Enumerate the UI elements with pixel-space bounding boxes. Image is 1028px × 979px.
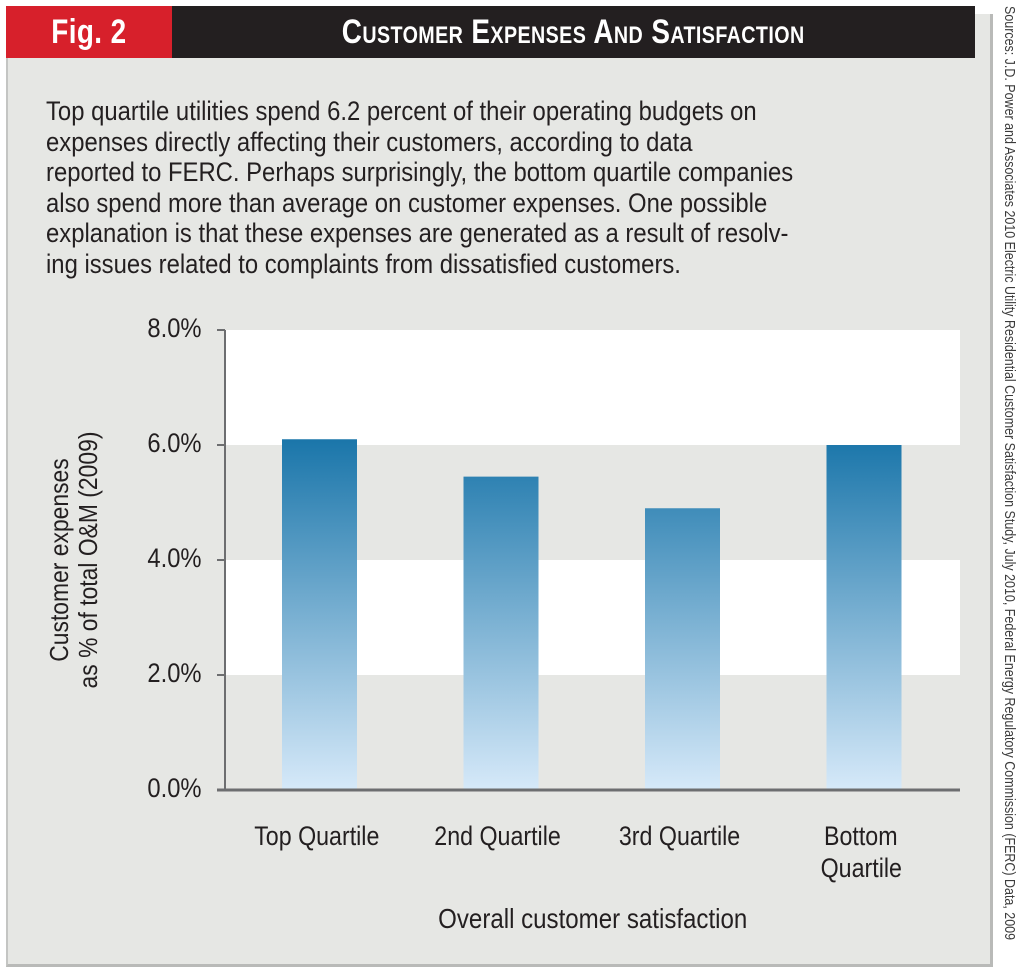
x-tick-label: 2nd Quartile <box>408 820 588 852</box>
intro-paragraph: Top quartile utilities spend 6.2 percent… <box>46 96 966 279</box>
x-axis-title-text: Overall customer satisfaction <box>437 903 748 934</box>
intro-line: Top quartile utilities spend 6.2 percent… <box>46 96 757 126</box>
x-tick-label-text: Top Quartile <box>253 821 380 851</box>
x-tick-label-text: 2nd Quartile <box>434 821 562 851</box>
x-tick-label-text: Bottom <box>824 821 898 851</box>
y-tick-label-text: 0.0% <box>147 773 202 803</box>
intro-line: expenses directly affecting their custom… <box>46 126 693 157</box>
y-axis-title: Customer expenses as % of total O&M (200… <box>34 330 114 790</box>
figure-number: Fig. 2 <box>51 12 127 51</box>
y-tick-label-text: 8.0% <box>147 313 202 343</box>
bar-top-quartile <box>282 439 357 790</box>
x-tick-label-text: 3rd Quartile <box>618 821 741 851</box>
y-tick-label: 6.0% <box>110 428 202 458</box>
y-tick-label: 4.0% <box>110 543 202 573</box>
figure-title-box: Customer Expenses And Satisfaction <box>172 6 975 58</box>
y-tick-label-text: 4.0% <box>147 543 202 573</box>
intro-line: explanation is that these expenses are g… <box>46 218 789 248</box>
y-tick-label: 8.0% <box>110 313 202 343</box>
x-tick-label-text: Quartile <box>820 853 902 883</box>
grid-band <box>225 330 960 445</box>
x-tick-label: Bottom Quartile <box>771 820 951 884</box>
y-tick-label: 0.0% <box>110 773 202 803</box>
bar-2nd-quartile <box>463 476 539 790</box>
x-axis-title: Overall customer satisfaction <box>225 903 960 935</box>
bar-3rd-quartile <box>645 508 720 790</box>
y-tick-label-text: 6.0% <box>147 428 202 458</box>
bars <box>282 439 902 790</box>
figure-title: Customer Expenses And Satisfaction <box>342 12 805 51</box>
intro-line: also spend more than average on customer… <box>46 187 768 218</box>
y-axis-title-line: as % of total O&M (2009) <box>73 431 103 689</box>
y-axis-title-line: Customer expenses <box>44 458 74 662</box>
x-tick-label: 3rd Quartile <box>590 820 770 852</box>
y-tick-label-text: 2.0% <box>147 658 202 688</box>
source-text: Sources: J.D. Power and Associates 2010 … <box>1001 6 1017 941</box>
intro-line: ing issues related to complaints from di… <box>46 248 681 279</box>
bar-bottom-quartile <box>826 445 902 790</box>
axes <box>217 329 960 792</box>
source-note: Sources: J.D. Power and Associates 2010 … <box>997 6 1021 966</box>
figure-number-badge: Fig. 2 <box>6 6 172 58</box>
x-tick-label: Top Quartile <box>227 820 407 852</box>
intro-line: reported to FERC. Perhaps surprisingly, … <box>46 157 794 187</box>
y-tick-label: 2.0% <box>110 658 202 688</box>
